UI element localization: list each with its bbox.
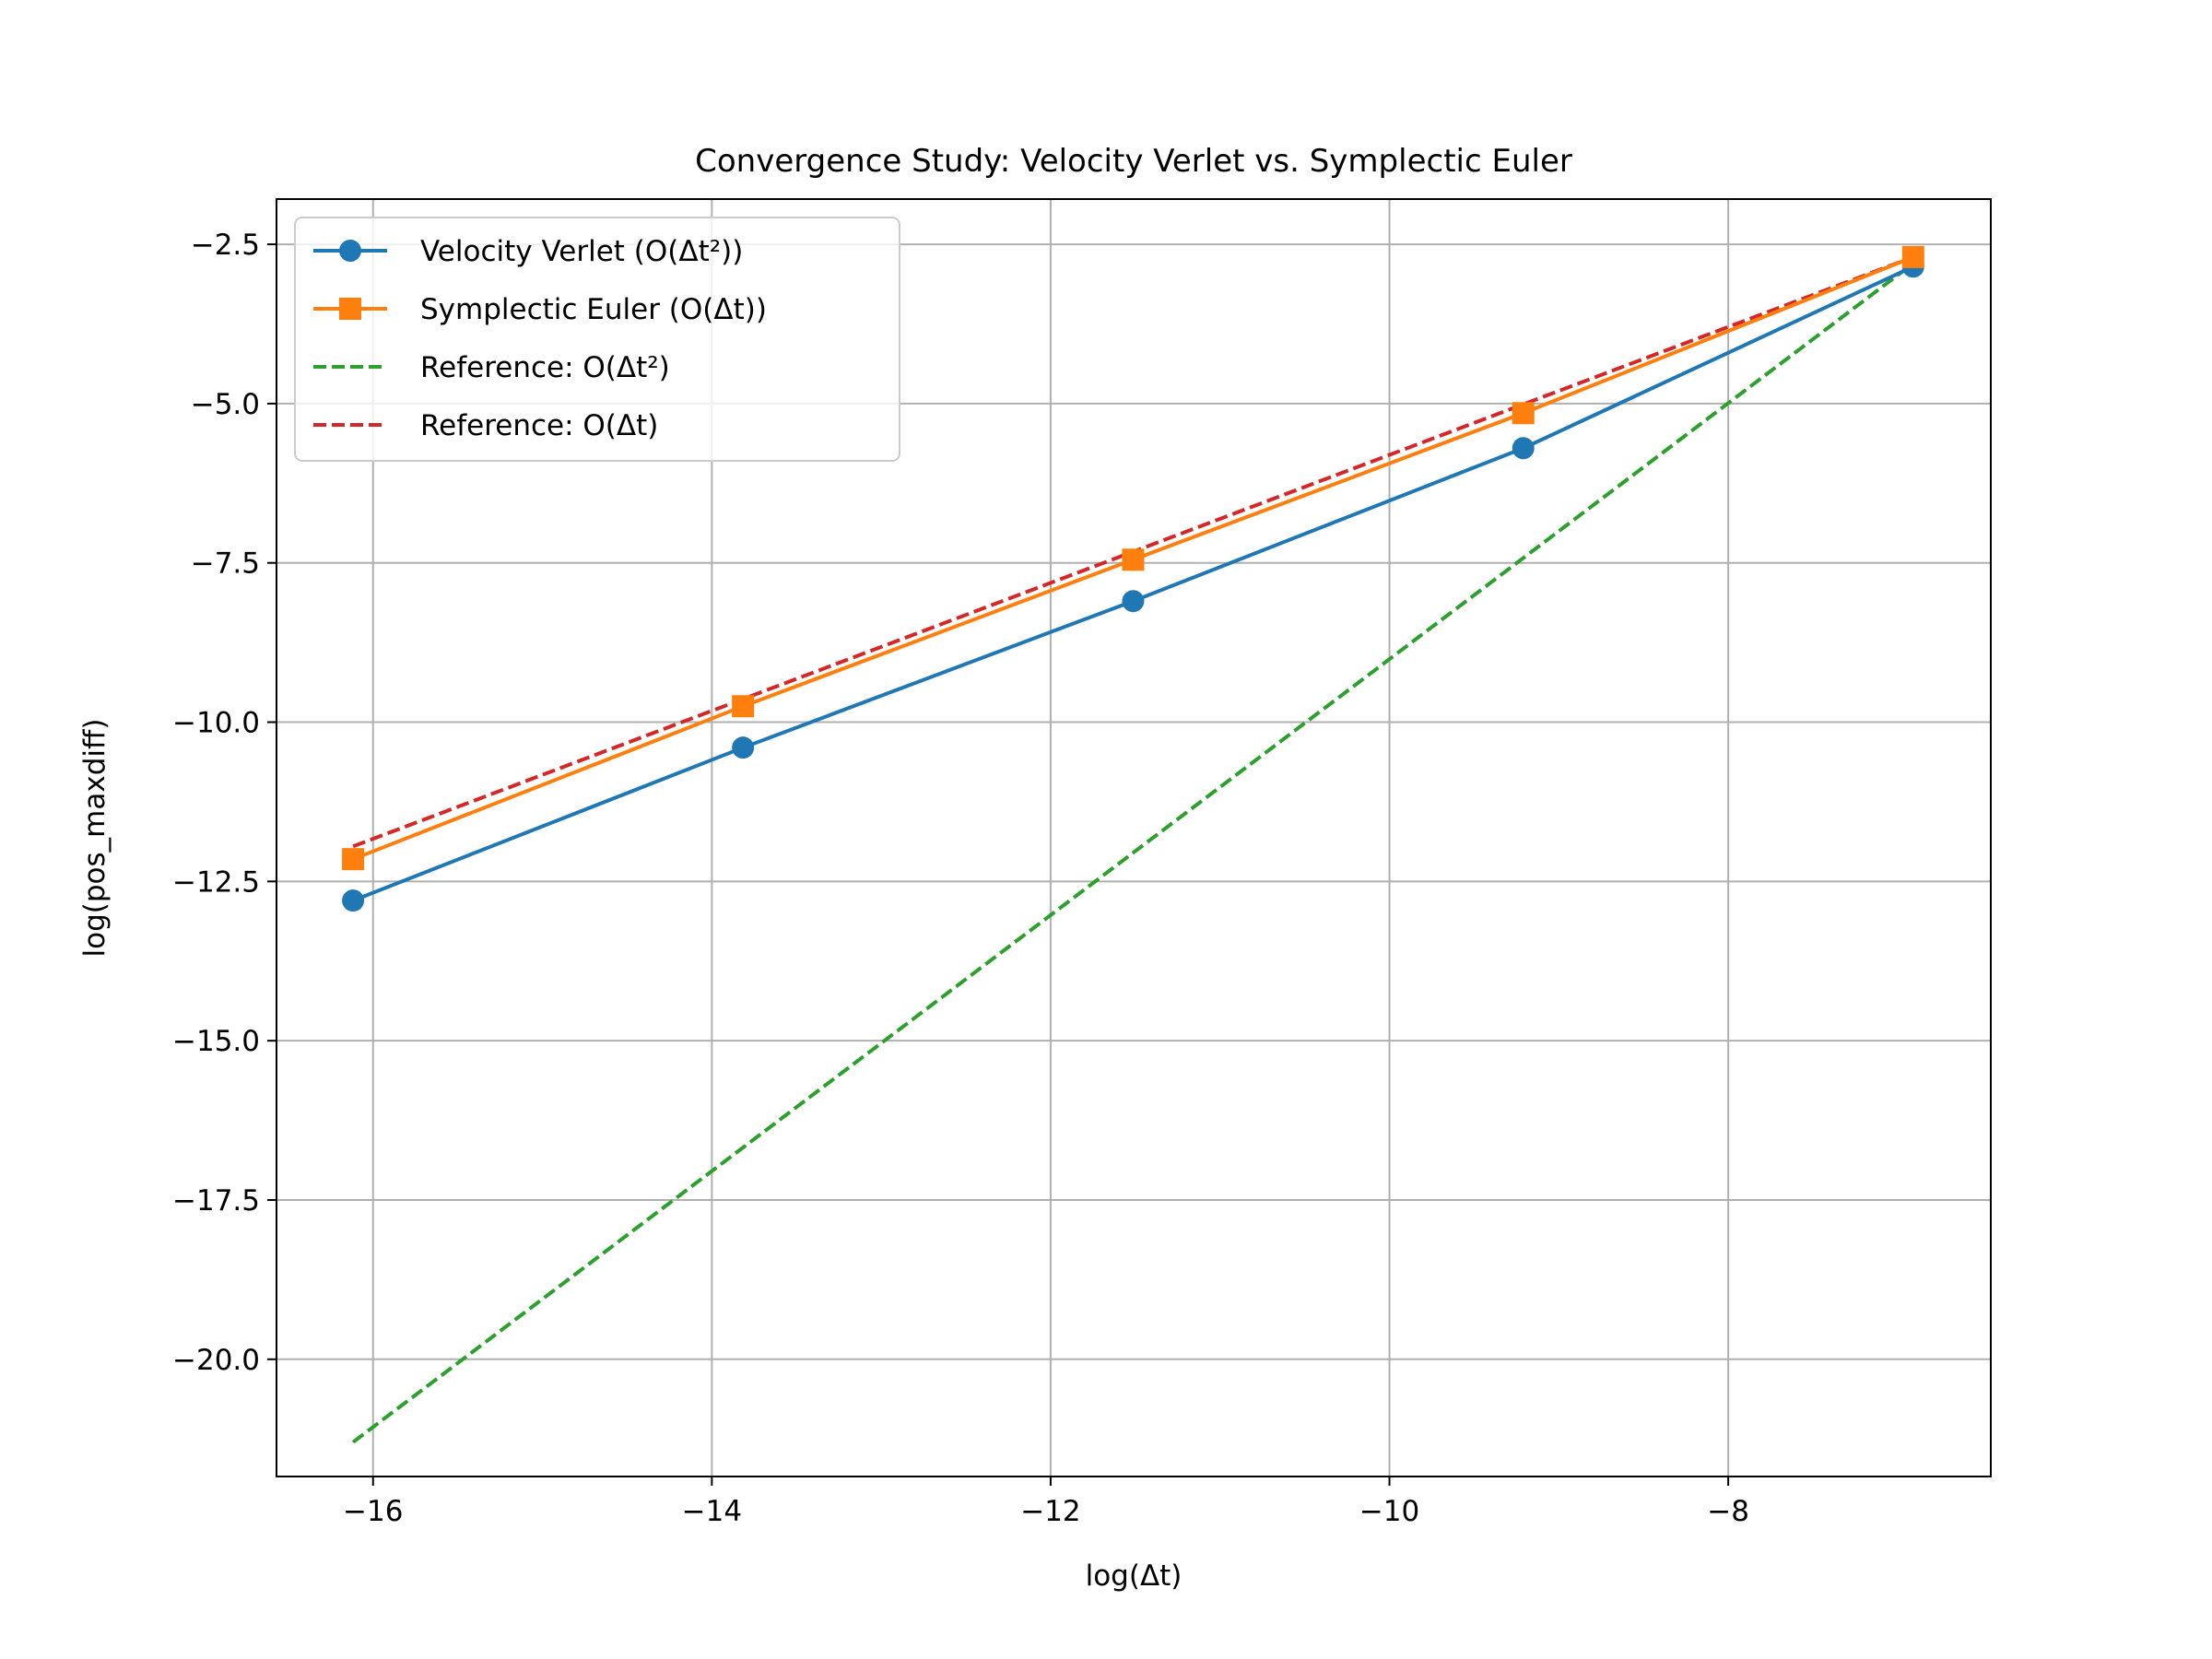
legend-label: Reference: O(Δt²) [420,351,670,384]
series-layer [342,245,1924,1444]
x-tick-label: −8 [1707,1495,1749,1528]
x-tick-label: −16 [343,1495,403,1528]
y-tick-label: −7.5 [191,547,260,581]
data-point [1901,245,1924,268]
data-point [732,736,755,759]
chart-title: Convergence Study: Velocity Verlet vs. S… [695,143,1572,180]
x-axis: −16 −14 −12 −10 −8 [343,1477,1749,1528]
legend-box [294,217,900,462]
y-tick-label: −12.5 [172,865,260,899]
y-tick-label: −15.0 [172,1025,260,1058]
x-tick-label: −12 [1020,1495,1080,1528]
y-tick-label: −2.5 [191,229,260,262]
legend: Velocity Verlet (O(Δt²)) Symplectic Euler… [294,217,900,462]
legend-label: Reference: O(Δt) [420,409,658,442]
data-point [1122,548,1145,571]
legend-marker [339,298,361,320]
data-point [1512,402,1535,425]
series-line [351,262,1915,1444]
data-point [1512,437,1535,460]
data-point [1122,590,1145,613]
data-point [342,889,365,912]
plot-frame [276,198,1992,1477]
legend-marker [339,240,361,262]
x-axis-label: log(Δt) [1086,1559,1182,1593]
y-tick-label: −5.0 [191,388,260,421]
x-tick-label: −10 [1359,1495,1419,1528]
x-tick-label: −14 [682,1495,742,1528]
y-tick-label: −20.0 [172,1344,260,1377]
y-axis: −2.5 −5.0 −7.5 −10.0 −12.5 −15.0 −17.5 −20.0 [172,229,276,1377]
legend-label: Velocity Verlet (O(Δt²)) [420,235,743,268]
y-axis-label: log(pos_maxdiff) [78,719,112,958]
y-tick-label: −17.5 [172,1184,260,1218]
y-tick-label: −10.0 [172,707,260,740]
legend-label: Symplectic Euler (O(Δt)) [420,293,767,326]
data-point [342,848,365,871]
data-point [732,695,755,718]
